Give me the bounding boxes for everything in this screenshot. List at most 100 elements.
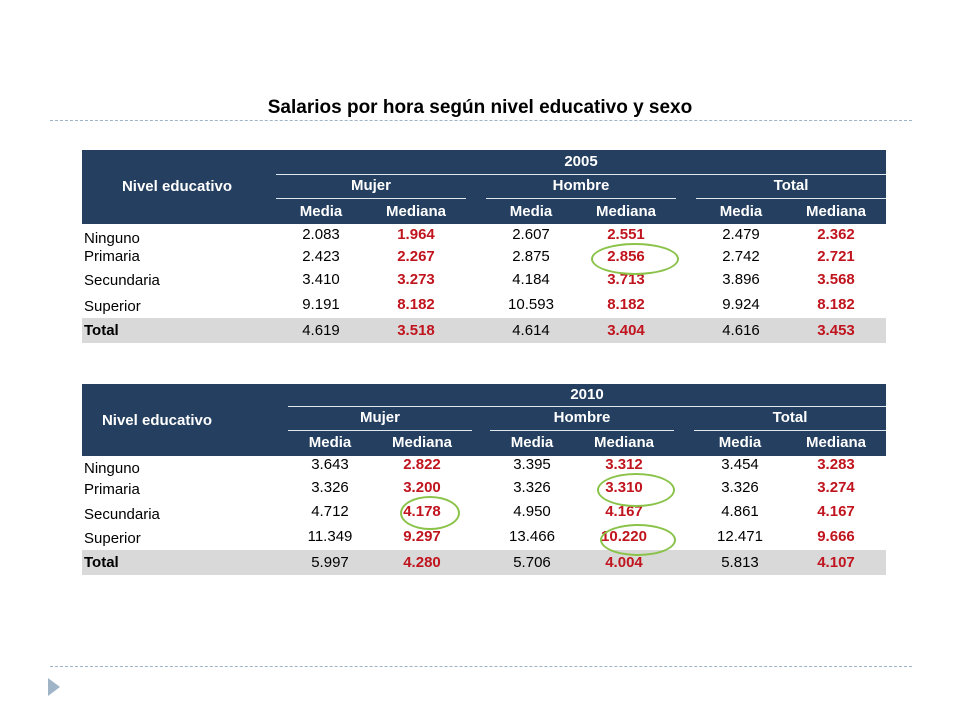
- cell-mediana: 4.167: [605, 503, 643, 520]
- highlight-circle: [600, 524, 676, 556]
- cell-media: 4.614: [512, 322, 550, 339]
- cell-media: 3.326: [721, 479, 759, 496]
- cell-mediana: 2.362: [817, 226, 855, 243]
- cell-media: 2.875: [512, 248, 550, 265]
- cell-mediana: 8.182: [607, 296, 645, 313]
- cell-mediana: 1.964: [397, 226, 435, 243]
- table-row: Superior 9.191 8.182 10.593 8.182 9.924 …: [82, 296, 886, 318]
- next-slide-arrow-icon[interactable]: [48, 678, 60, 696]
- group-hombre: Hombre: [553, 409, 611, 426]
- subheader: Mediana: [805, 203, 866, 220]
- cell-media: 5.813: [721, 554, 759, 571]
- row-label: Superior: [84, 530, 141, 547]
- subheader: Media: [299, 203, 343, 220]
- cell-mediana: 4.004: [605, 554, 643, 571]
- row-label: Total: [84, 322, 119, 339]
- cell-media: 9.924: [722, 296, 760, 313]
- row-label: Secundaria: [84, 506, 160, 523]
- cell-mediana: 3.713: [607, 271, 645, 288]
- cell-mediana: 3.404: [607, 322, 645, 339]
- subheader: Media: [718, 434, 762, 451]
- group-mujer: Mujer: [359, 409, 400, 426]
- slide-title: Salarios por hora según nivel educativo …: [267, 97, 693, 118]
- cell-media: 2.083: [302, 226, 340, 243]
- cell-mediana: 4.167: [817, 503, 855, 520]
- cell-media: 13.466: [509, 528, 555, 545]
- cell-media: 4.861: [721, 503, 759, 520]
- cell-media: 5.997: [311, 554, 349, 571]
- cell-media: 3.326: [311, 479, 349, 496]
- cell-media: 4.950: [513, 503, 551, 520]
- cell-mediana: 2.551: [607, 226, 645, 243]
- row-label: Primaria: [84, 248, 140, 265]
- row-label: Primaria: [84, 481, 140, 498]
- cell-media: 4.712: [311, 503, 349, 520]
- cell-mediana: 2.822: [403, 456, 441, 473]
- cell-media: 3.896: [722, 271, 760, 288]
- group-mujer: Mujer: [350, 177, 391, 194]
- cell-mediana: 2.267: [397, 248, 435, 265]
- year-label: 2010: [570, 386, 604, 403]
- table-row: Superior 11.349 9.297 13.466 10.220 12.4…: [82, 528, 886, 550]
- cell-media: 11.349: [307, 528, 353, 545]
- highlight-circle: [400, 496, 460, 530]
- table-header: Nivel educativo 2005 Mujer Hombre Total …: [82, 150, 886, 224]
- table-row: Primaria 3.326 3.200 3.326 3.310 3.326 3…: [82, 479, 886, 501]
- row-label: Ninguno: [84, 230, 140, 247]
- subheader: Media: [509, 203, 553, 220]
- bottom-divider: [50, 666, 912, 667]
- row-label: Total: [84, 554, 119, 571]
- row-label: Superior: [84, 298, 141, 315]
- cell-media: 3.454: [721, 456, 759, 473]
- cell-media: 3.395: [513, 456, 551, 473]
- table-row: Ninguno 2.083 1.964 2.607 2.551 2.479 2.…: [82, 226, 886, 248]
- cell-media: 4.616: [722, 322, 760, 339]
- cell-mediana: 9.666: [817, 528, 855, 545]
- subheader: Media: [719, 203, 763, 220]
- subheader: Mediana: [593, 434, 654, 451]
- cell-mediana: 3.568: [817, 271, 855, 288]
- subheader: Mediana: [805, 434, 866, 451]
- cell-media: 3.410: [302, 271, 340, 288]
- cell-media: 4.184: [512, 271, 550, 288]
- row-label: Secundaria: [84, 272, 160, 289]
- cell-mediana: 3.312: [605, 456, 643, 473]
- cell-media: 12.471: [717, 528, 763, 545]
- cell-mediana: 8.182: [817, 296, 855, 313]
- cell-media: 2.607: [512, 226, 550, 243]
- subheader: Mediana: [595, 203, 656, 220]
- cell-mediana: 4.107: [817, 554, 855, 571]
- subheader: Mediana: [391, 434, 452, 451]
- cell-mediana: 3.200: [403, 479, 441, 496]
- cell-media: 2.742: [722, 248, 760, 265]
- row-header-label: Nivel educativo: [121, 178, 233, 195]
- top-divider: [50, 120, 912, 121]
- subheader: Mediana: [385, 203, 446, 220]
- group-hombre: Hombre: [552, 177, 610, 194]
- row-header-label: Nivel educativo: [101, 412, 213, 429]
- table-total-row: Total 4.619 3.518 4.614 3.404 4.616 3.45…: [82, 318, 886, 343]
- table-header: Nivel educativo 2010 Mujer Hombre Total …: [82, 384, 886, 456]
- table-total-row: Total 5.997 4.280 5.706 4.004 5.813 4.10…: [82, 550, 886, 575]
- cell-mediana: 3.274: [817, 479, 855, 496]
- cell-mediana: 3.273: [397, 271, 435, 288]
- highlight-circle: [597, 473, 675, 507]
- table-row: Primaria 2.423 2.267 2.875 2.856 2.742 2…: [82, 248, 886, 270]
- cell-mediana: 3.453: [817, 322, 855, 339]
- cell-media: 3.326: [513, 479, 551, 496]
- cell-media: 10.593: [508, 296, 554, 313]
- group-total: Total: [772, 409, 808, 426]
- table-row: Ninguno 3.643 2.822 3.395 3.312 3.454 3.…: [82, 456, 886, 478]
- cell-mediana: 3.283: [817, 456, 855, 473]
- cell-mediana: 4.280: [403, 554, 441, 571]
- cell-media: 2.479: [722, 226, 760, 243]
- cell-media: 9.191: [302, 296, 340, 313]
- cell-mediana: 9.297: [403, 528, 441, 545]
- subheader: Media: [510, 434, 554, 451]
- cell-media: 3.643: [311, 456, 349, 473]
- highlight-circle: [591, 243, 679, 275]
- cell-mediana: 2.721: [817, 248, 855, 265]
- cell-mediana: 8.182: [397, 296, 435, 313]
- cell-media: 5.706: [513, 554, 551, 571]
- cell-media: 4.619: [302, 322, 340, 339]
